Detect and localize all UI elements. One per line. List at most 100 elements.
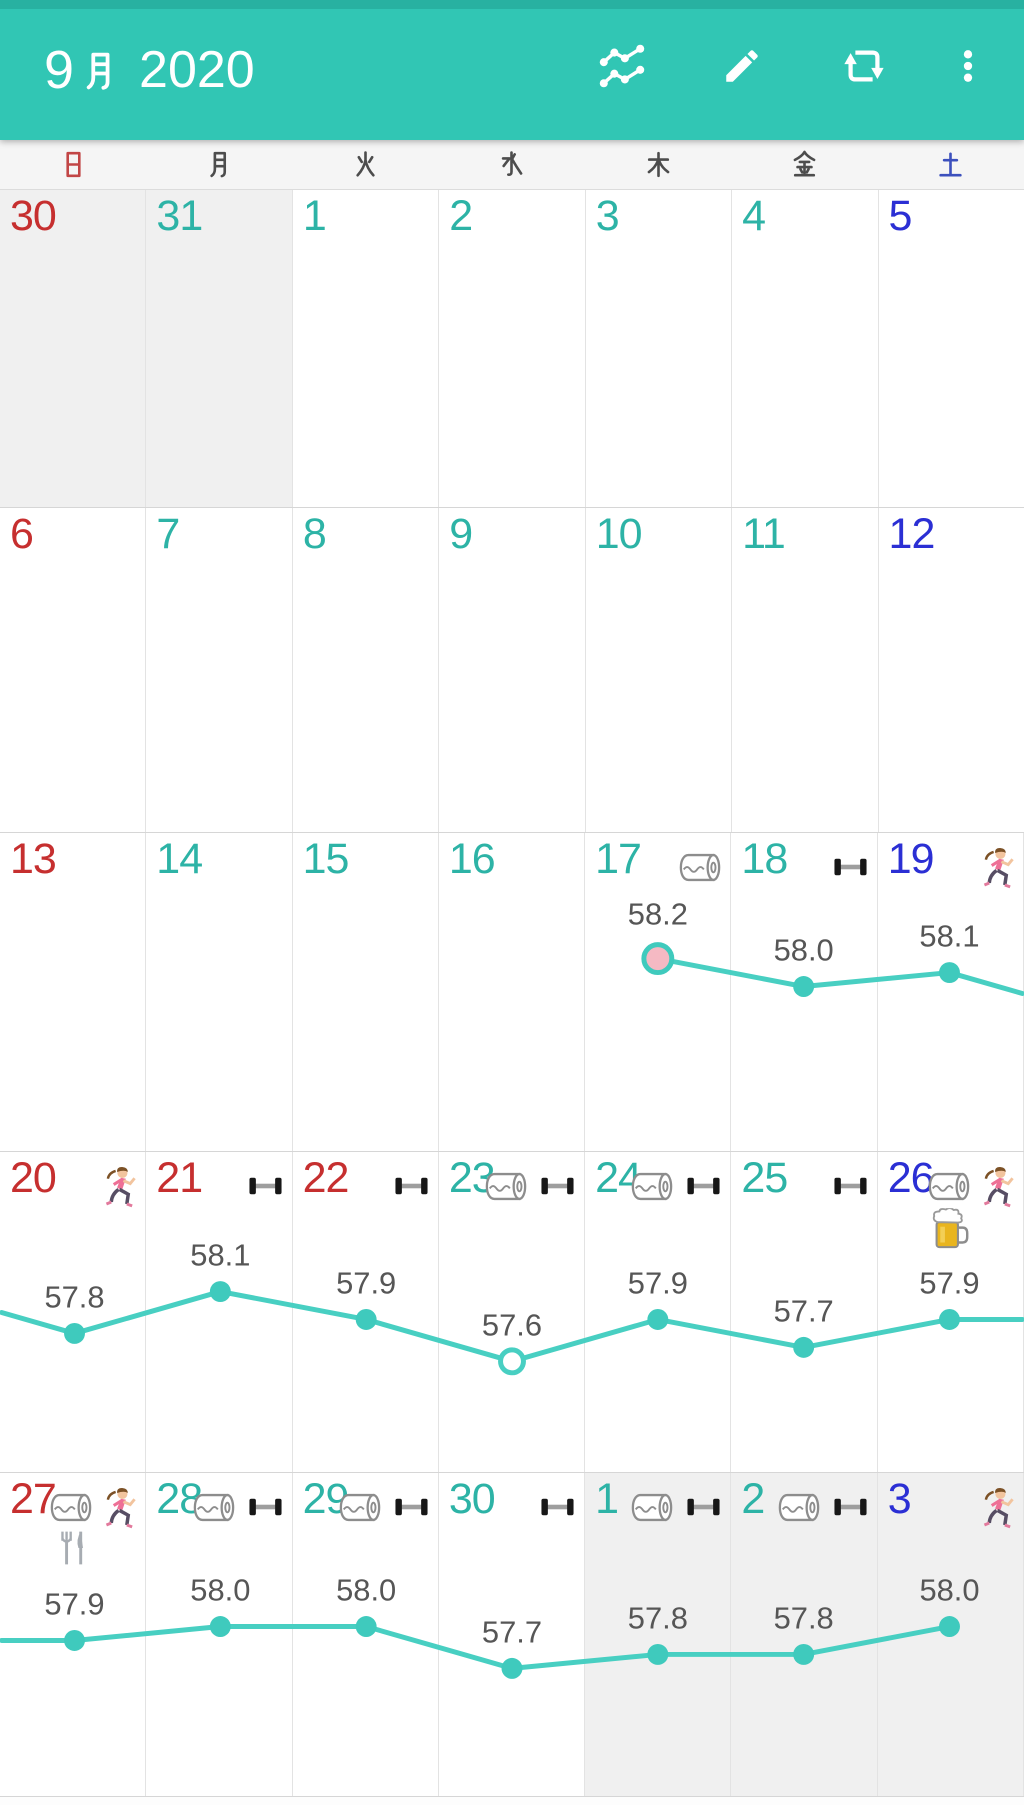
day-cell[interactable]: 21: [146, 1152, 293, 1472]
day-number: 12: [888, 510, 936, 558]
day-cell[interactable]: 30: [0, 190, 147, 507]
day-cell[interactable]: 27: [0, 1473, 147, 1796]
chart-icon: [599, 43, 645, 89]
dumbbell-icon: [685, 1496, 722, 1518]
weekday-label-water: [439, 140, 585, 189]
calendar-grid: 30 31 1 2 3 4 5 6 7 8 9 10 11 12 13 14 15 16 17 18 19 58.2 58.…: [0, 190, 1024, 1797]
weekday-label-tree: [585, 140, 731, 189]
repeat-button[interactable]: [838, 40, 890, 92]
day-cell[interactable]: 2: [731, 1473, 878, 1796]
kanji-earth-icon: [936, 150, 965, 179]
day-cell[interactable]: 9: [439, 508, 586, 832]
day-number: 1: [302, 192, 327, 240]
day-cell[interactable]: 5: [878, 190, 1024, 507]
day-cell[interactable]: 13: [0, 833, 147, 1151]
toilet-paper-icon: [678, 852, 722, 883]
fork-knife-icon: [57, 1529, 88, 1567]
day-number: 26: [887, 1154, 935, 1202]
toilet-paper-icon: [630, 1171, 674, 1202]
record-icons: [982, 1483, 1015, 1531]
day-number: 19: [887, 835, 935, 883]
day-number: 22: [302, 1154, 350, 1202]
day-number: 16: [448, 835, 496, 883]
toilet-paper-icon: [484, 1171, 528, 1202]
chart-button[interactable]: [596, 40, 648, 92]
day-cell[interactable]: 23: [438, 1152, 586, 1472]
runner-icon: [104, 1486, 137, 1529]
day-cell[interactable]: 26: [877, 1152, 1024, 1472]
day-number: 10: [595, 510, 643, 558]
dumbbell-icon: [247, 1496, 284, 1518]
day-cell[interactable]: 2: [439, 190, 586, 507]
day-number: 3: [887, 1475, 912, 1523]
dumbbell-icon: [247, 1175, 284, 1197]
dumbbell-icon: [685, 1175, 722, 1197]
day-cell[interactable]: 14: [146, 833, 293, 1151]
record-icons: [539, 1483, 576, 1531]
toilet-paper-icon: [49, 1492, 93, 1523]
day-cell[interactable]: 3: [585, 190, 733, 507]
day-cell[interactable]: 15: [292, 833, 439, 1151]
record-icons: [982, 843, 1015, 891]
record-icons: [678, 843, 722, 891]
day-cell[interactable]: 24: [585, 1152, 732, 1472]
day-number: 6: [10, 510, 34, 558]
day-cell[interactable]: 10: [585, 508, 733, 832]
day-number: 21: [156, 1154, 203, 1202]
day-number: 8: [302, 510, 327, 558]
app-header: 9 2020: [0, 0, 1024, 140]
record-icons: [247, 1162, 284, 1210]
day-cell[interactable]: 22: [292, 1152, 439, 1472]
day-cell[interactable]: 6: [0, 508, 147, 832]
day-cell[interactable]: 17: [585, 833, 732, 1151]
day-number: 30: [448, 1475, 496, 1523]
overflow-menu-button[interactable]: [946, 40, 990, 92]
day-cell[interactable]: 31: [146, 190, 293, 507]
day-cell[interactable]: 7: [146, 508, 293, 832]
beer-icon: [931, 1208, 970, 1251]
day-number: 14: [156, 835, 203, 883]
record-icons: [484, 1162, 576, 1210]
toilet-paper-icon: [927, 1171, 971, 1202]
day-cell[interactable]: 1: [585, 1473, 732, 1796]
day-cell[interactable]: 18: [731, 833, 878, 1151]
day-cell[interactable]: 4: [732, 190, 879, 507]
day-number: 1: [595, 1475, 619, 1523]
day-cell[interactable]: 25: [731, 1152, 878, 1472]
runner-icon: [104, 1165, 137, 1208]
day-cell[interactable]: 1: [292, 190, 440, 507]
toilet-paper-icon: [777, 1492, 821, 1523]
day-number: 5: [888, 192, 913, 240]
weekday-label-gold: [731, 140, 877, 189]
day-cell[interactable]: 28: [146, 1473, 293, 1796]
record-icons: [338, 1483, 430, 1531]
edit-button[interactable]: [716, 40, 768, 92]
toilet-paper-icon: [192, 1492, 236, 1523]
weekday-label-fire: [293, 140, 439, 189]
week-row: 6 7 8 9 10 11 12: [0, 508, 1024, 833]
day-number: 11: [742, 510, 786, 558]
day-cell[interactable]: 16: [438, 833, 586, 1151]
dumbbell-icon: [393, 1175, 430, 1197]
day-cell[interactable]: 11: [732, 508, 879, 832]
week-row: 13 14 15 16 17 18 19 58.2 58.0 58.1: [0, 833, 1024, 1152]
record-icons: [777, 1483, 869, 1531]
day-cell[interactable]: 8: [292, 508, 440, 832]
weekday-header: [0, 140, 1024, 190]
record-icons: [393, 1162, 430, 1210]
page-title: 9 2020: [44, 0, 255, 140]
kanji-moon-icon: [205, 150, 234, 179]
record-icons: [192, 1483, 284, 1531]
day-cell[interactable]: 3: [877, 1473, 1024, 1796]
repeat-icon: [841, 43, 887, 89]
day-cell[interactable]: 29: [292, 1473, 439, 1796]
day-number: 18: [741, 835, 788, 883]
dumbbell-icon: [539, 1496, 576, 1518]
week-row: 27 28 29 30 1 2 3 57.9 58.0 58.0 57.7 57.8 57.8 58.0: [0, 1473, 1024, 1797]
day-cell[interactable]: 30: [438, 1473, 586, 1796]
day-number: 13: [10, 835, 57, 883]
record-icons: [832, 843, 869, 891]
day-cell[interactable]: 20: [0, 1152, 147, 1472]
day-cell[interactable]: 19: [877, 833, 1024, 1151]
day-cell[interactable]: 12: [878, 508, 1024, 832]
